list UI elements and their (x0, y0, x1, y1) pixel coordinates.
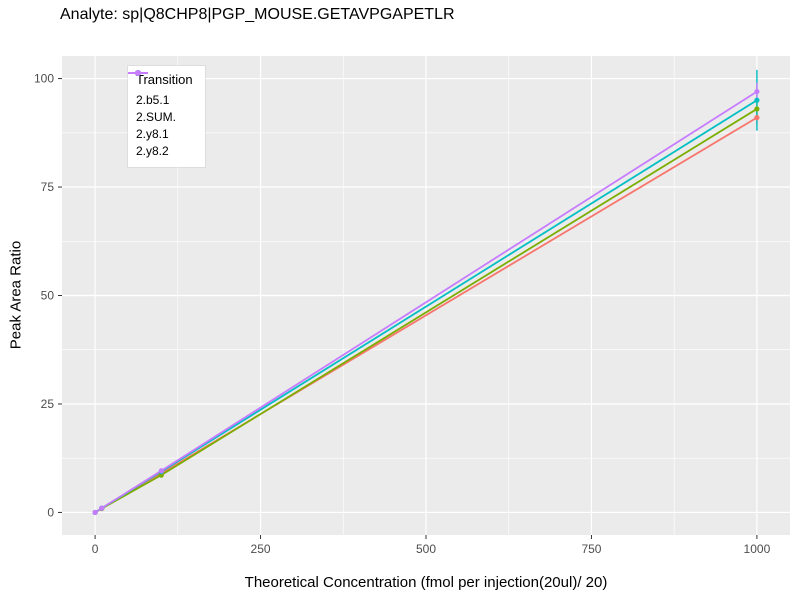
legend-item: 2.b5.1 (128, 70, 193, 108)
legend-item-label: 2.SUM. (136, 109, 177, 124)
legend-item: 2.y8.2 (128, 70, 193, 159)
chart-title: Analyte: sp|Q8CHP8|PGP_MOUSE.GETAVPGAPET… (60, 6, 455, 23)
series-line (94, 90, 758, 514)
data-point (754, 88, 760, 95)
x-tick-label: 1000 (744, 542, 771, 556)
data-point (754, 97, 760, 103)
y-tick-label: 0 (47, 505, 54, 519)
legend: Transition 2.b5.1 2.SUM. 2.y8.1 2.y8.2 (128, 66, 205, 167)
data-point (92, 509, 98, 516)
data-point (158, 468, 164, 474)
data-point (754, 106, 760, 112)
legend-item-label: 2.b5.1 (136, 92, 170, 107)
x-tick-label: 0 (92, 542, 99, 556)
legend-title: Transition (136, 72, 193, 87)
x-tick-label: 750 (581, 542, 601, 556)
legend-key-icon (128, 70, 148, 76)
legend-item: 2.SUM. (128, 70, 193, 125)
legend-item-label: 2.y8.1 (136, 126, 169, 141)
legend-item: 2.y8.1 (128, 70, 193, 142)
x-tick-label: 250 (251, 542, 271, 556)
data-point (754, 115, 760, 121)
legend-item-label: 2.y8.2 (136, 143, 169, 158)
legend-items: 2.b5.1 2.SUM. 2.y8.1 2.y8.2 (128, 70, 193, 159)
y-tick-label: 25 (41, 397, 55, 411)
data-point (99, 505, 105, 511)
x-axis-label: Theoretical Concentration (fmol per inje… (244, 574, 608, 591)
y-tick-label: 50 (41, 289, 55, 303)
x-tick-label: 500 (416, 542, 436, 556)
y-tick-label: 100 (34, 72, 54, 86)
y-tick-label: 75 (41, 180, 55, 194)
